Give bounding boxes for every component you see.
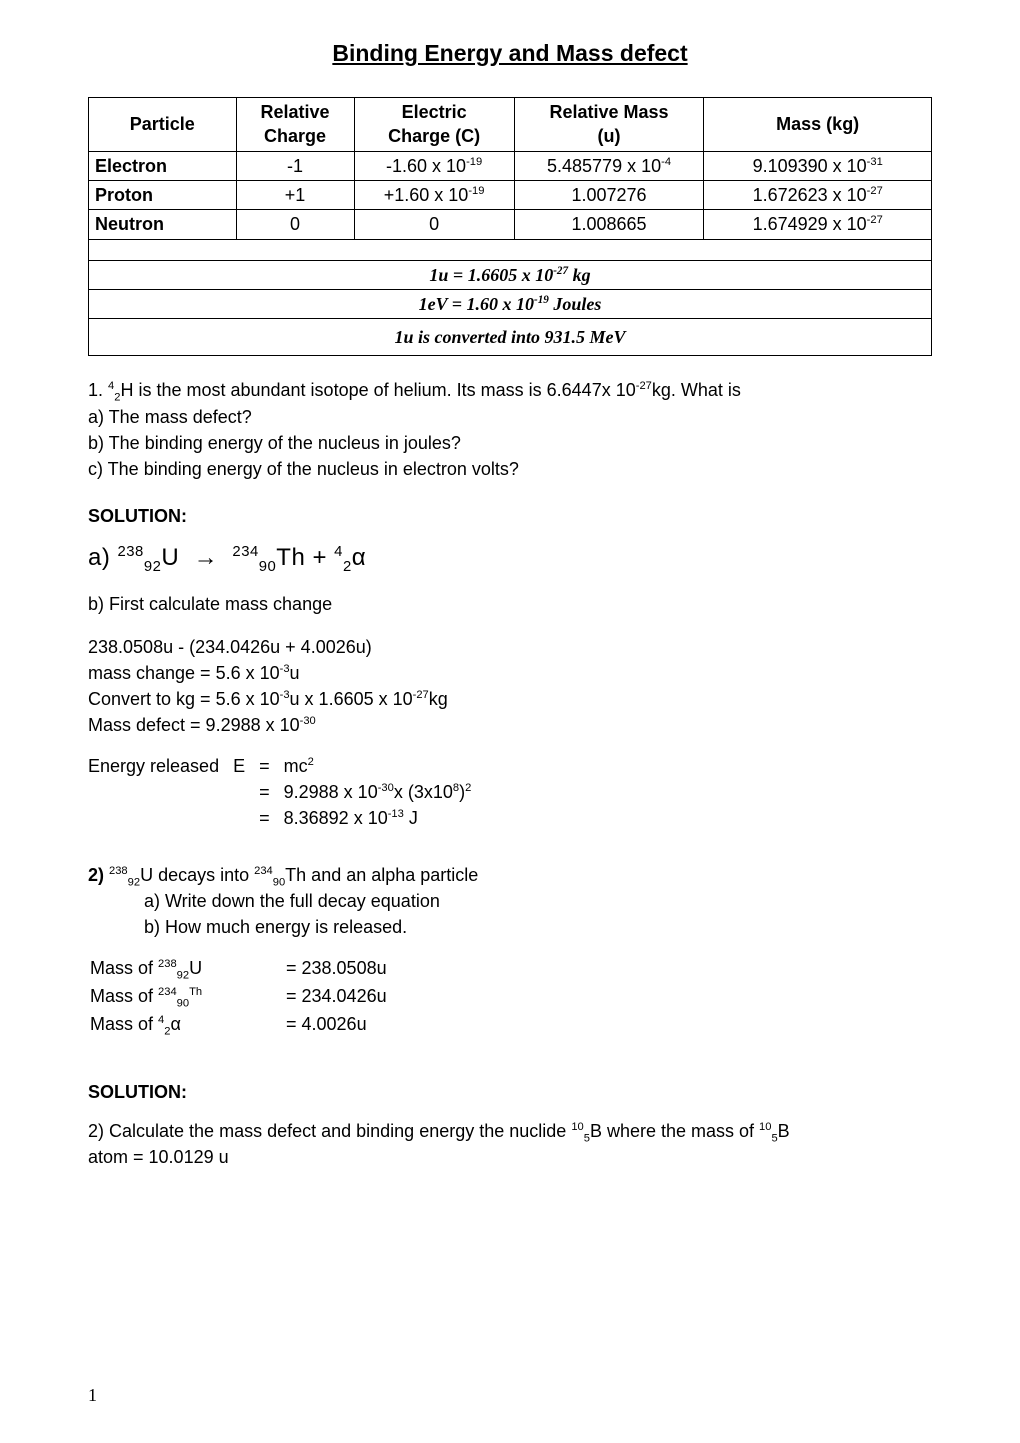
decay-equation: a) 23892U → 23490Th + 42α	[88, 542, 932, 574]
cell-charge: +1	[236, 180, 354, 209]
sol-line: Mass defect = 9.2988 x 10-30	[88, 713, 932, 737]
table-spacer	[89, 239, 932, 260]
sol-line: Convert to kg = 5.6 x 10-3u x 1.6605 x 1…	[88, 687, 932, 711]
q2-lead: 2) 23892U decays into 23490Th and an alp…	[88, 863, 932, 887]
table-row: Proton +1 +1.60 x 10-19 1.007276 1.67262…	[89, 180, 932, 209]
cell-particle: Neutron	[89, 210, 237, 239]
cell-relmass: 5.485779 x 10-4	[514, 151, 704, 180]
page-number: 1	[88, 1383, 97, 1407]
solution-heading: SOLUTION:	[88, 1080, 932, 1104]
mass-row: Mass of 23490Th = 234.0426u	[90, 984, 391, 1010]
cell-charge: -1	[236, 151, 354, 180]
cell-electric: -1.60 x 10-19	[354, 151, 514, 180]
q2-b: b) How much energy is released.	[88, 915, 932, 939]
constants-table: Particle RelativeCharge ElectricCharge (…	[88, 97, 932, 356]
energy-val: 8.36892 x 10-13 J	[284, 806, 486, 832]
q2calc-line1: 2) Calculate the mass defect and binding…	[88, 1119, 932, 1143]
q1-c: c) The binding energy of the nucleus in …	[88, 457, 932, 481]
mass-row: Mass of 23892U = 238.0508u	[90, 956, 391, 982]
formula-row-2: 1eV = 1.60 x 10-19 Joules	[89, 289, 932, 318]
th-electric: ElectricCharge (C)	[354, 98, 514, 152]
formula-row-1: 1u = 1.6605 x 10-27 kg	[89, 260, 932, 289]
q1-b: b) The binding energy of the nucleus in …	[88, 431, 932, 455]
arrow-icon: →	[194, 545, 219, 571]
energy-released-table: Energy released E = mc2 = 9.2988 x 10-30…	[88, 754, 485, 833]
energy-val: 9.2988 x 10-30x (3x108)2	[284, 780, 486, 806]
question-1: 1. 42H is the most abundant isotope of h…	[88, 378, 932, 481]
equals-sign: =	[259, 754, 284, 780]
q2-a: a) Write down the full decay equation	[88, 889, 932, 913]
cell-mass: 9.109390 x 10-31	[704, 151, 932, 180]
cell-electric: +1.60 x 10-19	[354, 180, 514, 209]
q1-a: a) The mass defect?	[88, 405, 932, 429]
sol-line: mass change = 5.6 x 10-3u	[88, 661, 932, 685]
solution-heading: SOLUTION:	[88, 504, 932, 528]
sol-line: 238.0508u - (234.0426u + 4.0026u)	[88, 635, 932, 659]
energy-label: Energy released	[88, 754, 233, 780]
q2calc-line2: atom = 10.0129 u	[88, 1145, 932, 1169]
cell-electric: 0	[354, 210, 514, 239]
q1-lead: 1. 42H is the most abundant isotope of h…	[88, 378, 932, 402]
th-mass: Mass (kg)	[704, 98, 932, 152]
energy-E: E	[233, 754, 259, 780]
table-row: Neutron 0 0 1.008665 1.674929 x 10-27	[89, 210, 932, 239]
th-particle: Particle	[89, 98, 237, 152]
cell-mass: 1.672623 x 10-27	[704, 180, 932, 209]
th-charge: RelativeCharge	[236, 98, 354, 152]
table-row: Electron -1 -1.60 x 10-19 5.485779 x 10-…	[89, 151, 932, 180]
q2-calc: 2) Calculate the mass defect and binding…	[88, 1119, 932, 1170]
solution-block-a: b) First calculate mass change 238.0508u…	[88, 592, 932, 737]
formula-row-3: 1u is converted into 931.5 MeV	[89, 319, 932, 356]
cell-relmass: 1.008665	[514, 210, 704, 239]
page-title: Binding Energy and Mass defect	[88, 38, 932, 69]
cell-particle: Proton	[89, 180, 237, 209]
equals-sign: =	[259, 780, 284, 806]
question-2: 2) 23892U decays into 23490Th and an alp…	[88, 863, 932, 940]
sol-b-lead: b) First calculate mass change	[88, 592, 932, 616]
cell-mass: 1.674929 x 10-27	[704, 210, 932, 239]
th-relmass: Relative Mass(u)	[514, 98, 704, 152]
cell-particle: Electron	[89, 151, 237, 180]
equals-sign: =	[259, 806, 284, 832]
cell-charge: 0	[236, 210, 354, 239]
mass-row: Mass of 42α = 4.0026u	[90, 1012, 391, 1038]
energy-val: mc2	[284, 754, 486, 780]
masses-table: Mass of 23892U = 238.0508u Mass of 23490…	[88, 954, 393, 1041]
cell-relmass: 1.007276	[514, 180, 704, 209]
table-header-row: Particle RelativeCharge ElectricCharge (…	[89, 98, 932, 152]
